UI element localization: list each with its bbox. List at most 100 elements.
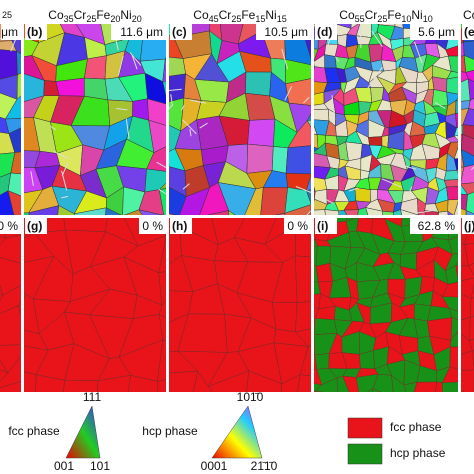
column-header: 25 [2,10,12,20]
legend: fcc phase 111 001 101 hcp phase 101̄0 00… [8,390,445,473]
grain [392,393,407,403]
grain [448,236,458,255]
element: Ni [120,8,131,22]
grain [169,370,199,392]
ebsd-map [169,218,311,392]
grain [158,235,166,273]
twin-boundary [129,52,142,66]
twin-boundary [334,56,340,63]
grain [470,283,474,299]
grain [314,177,327,192]
subscript: 20 [110,14,120,24]
grain [431,89,449,107]
grain [445,45,458,57]
subscript: 25 [2,10,12,20]
value-box [111,24,166,40]
grain [162,58,166,82]
ipf-triangle [211,405,263,459]
element: Fe [241,8,255,22]
grain [336,375,350,392]
value-box [256,24,311,40]
twin-boundary [381,178,402,188]
twin-boundary [295,186,311,193]
twin-boundary [371,30,383,48]
ipf-corner: 001 [54,459,74,473]
grain [365,207,383,215]
grain [280,374,301,392]
grain [274,212,286,215]
grain [247,118,276,147]
grain [443,179,458,188]
grain [442,381,458,392]
grain [445,136,458,143]
twin-boundary [348,187,359,192]
twin-boundary [125,118,130,139]
grain [144,72,166,105]
grain [228,210,236,215]
panel-label: (g) [27,219,42,233]
twin-boundary [53,151,70,160]
grain [399,393,415,407]
label-box [462,218,474,234]
label-box [315,24,337,40]
grain [55,77,85,97]
grain [354,187,371,203]
grain [314,390,316,392]
twin-boundary [170,94,173,107]
grain [343,209,359,215]
grain [245,71,272,97]
grain [324,209,340,215]
grain [304,36,311,60]
map-background [0,218,21,392]
ebsd-map [0,24,21,215]
panel-value: μm [1,25,18,39]
grain [0,257,21,296]
grain [368,136,383,146]
grain [461,369,474,392]
twin-boundary [303,96,310,104]
grain [453,158,458,171]
element: Ni [265,8,276,22]
grain [324,54,337,69]
grain [314,209,326,215]
value-box [0,218,21,234]
panel-label: (j) [464,219,474,233]
grain [73,207,107,215]
twin-boundary [306,210,311,215]
grain [446,76,458,95]
grain [285,145,311,175]
panel-label: (h) [172,219,187,233]
value-box [410,24,458,40]
twin-boundary [414,41,423,64]
grain [467,393,474,411]
grain [148,119,166,153]
grain [465,191,474,215]
grain [246,143,274,174]
grain [306,119,311,128]
subscript: 15 [255,14,265,24]
grain [366,388,374,392]
grain [7,172,21,197]
twin-boundary [470,166,474,171]
grain [372,388,381,392]
grain [10,151,21,175]
element: Cr [365,8,378,22]
element: Ni [411,8,422,22]
grain [465,210,474,215]
subscript: 20 [132,14,142,24]
grain [464,243,474,267]
grain [207,370,249,392]
ebsd-map [169,24,311,215]
grain [345,396,360,408]
element: Cr [74,8,87,22]
grain [444,265,458,285]
panel-value: 62.8 % [418,219,456,233]
twin-boundary [281,48,289,70]
grain [461,350,474,371]
map-background [169,218,311,392]
ebsd-map [24,218,166,392]
grain [314,91,325,106]
grain [24,212,30,215]
ebsd-map [314,24,458,215]
